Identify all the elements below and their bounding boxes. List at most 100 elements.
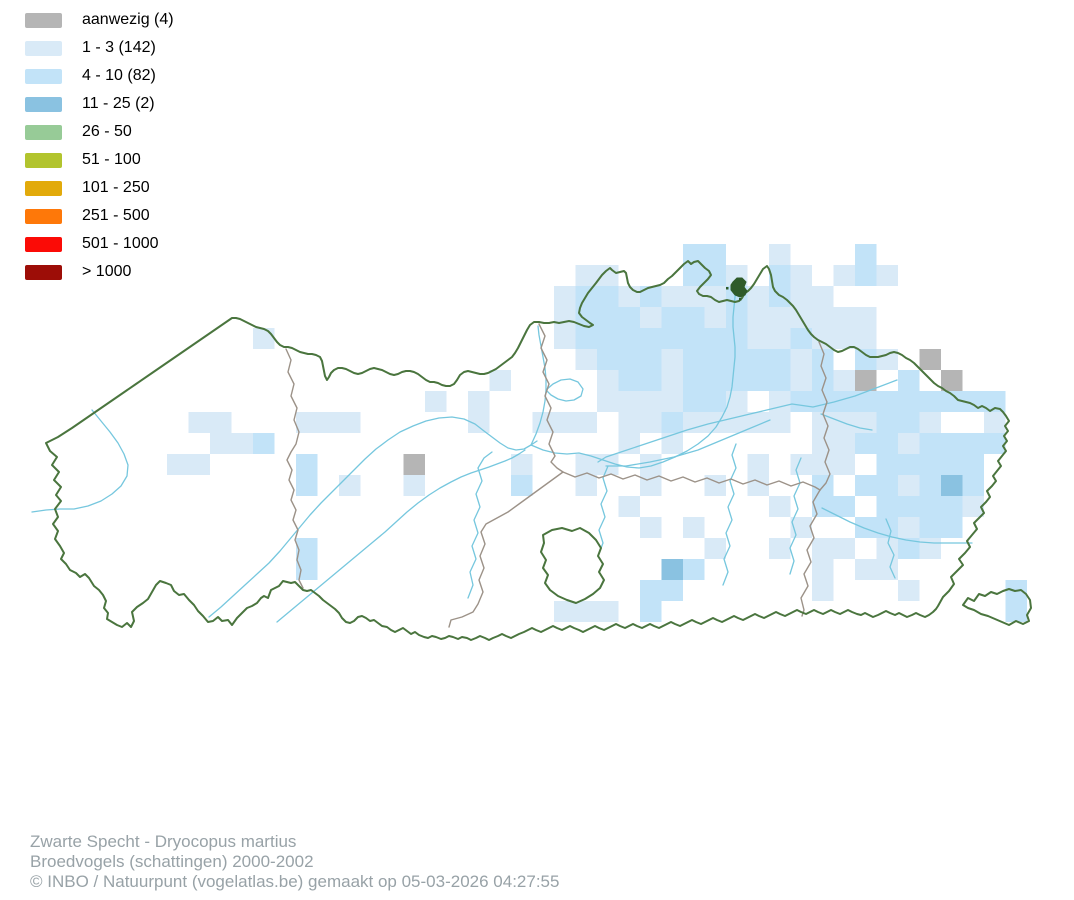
river-line xyxy=(722,443,737,586)
atlas-cell xyxy=(812,538,834,559)
atlas-cell xyxy=(640,454,662,475)
atlas-cell xyxy=(188,454,210,475)
legend-swatch xyxy=(25,68,62,84)
atlas-cell xyxy=(468,391,490,412)
river-line xyxy=(276,449,526,623)
atlas-cell xyxy=(812,391,834,412)
atlas-cell xyxy=(812,433,834,454)
legend-item-2: 4 - 10 (82) xyxy=(25,62,174,90)
legend-swatch xyxy=(25,180,62,196)
atlas-cell xyxy=(876,349,898,370)
province-border xyxy=(800,489,821,617)
river-line xyxy=(530,290,737,469)
river-line xyxy=(597,379,898,463)
atlas-cell xyxy=(941,475,963,496)
atlas-cell xyxy=(683,328,705,349)
atlas-cell xyxy=(640,475,662,496)
atlas-cell xyxy=(876,559,898,580)
atlas-cell xyxy=(188,412,210,433)
survey-subtitle: Broedvogels (schattingen) 2000-2002 xyxy=(30,852,314,871)
legend-item-9: > 1000 xyxy=(25,258,174,286)
atlas-cell xyxy=(769,391,791,412)
atlas-cell xyxy=(726,412,748,433)
atlas-cell xyxy=(532,412,554,433)
atlas-cell xyxy=(855,370,877,391)
atlas-cell xyxy=(898,517,920,538)
atlas-cell xyxy=(984,391,1006,412)
atlas-cell xyxy=(661,559,683,580)
atlas-cell xyxy=(726,349,748,370)
legend-item-label: > 1000 xyxy=(82,263,132,280)
atlas-cell xyxy=(812,454,834,475)
atlas-cell xyxy=(726,307,748,328)
atlas-cell xyxy=(876,391,898,412)
atlas-cell xyxy=(403,454,425,475)
atlas-cell xyxy=(618,391,640,412)
grid-cells-layer xyxy=(167,244,1027,622)
atlas-cell xyxy=(855,391,877,412)
legend-swatch xyxy=(25,264,62,280)
atlas-cell xyxy=(898,580,920,601)
atlas-cell xyxy=(962,475,984,496)
atlas-cell xyxy=(747,454,769,475)
atlas-cell xyxy=(790,370,812,391)
cells-range_11_25 xyxy=(661,475,963,580)
species-title: Zwarte Specht - Dryocopus martius xyxy=(30,832,297,851)
atlas-cell xyxy=(683,265,705,286)
atlas-cell xyxy=(661,307,683,328)
atlas-cell xyxy=(683,559,705,580)
atlas-cell xyxy=(597,328,619,349)
atlas-cell xyxy=(403,475,425,496)
atlas-cell xyxy=(425,391,447,412)
atlas-cell xyxy=(919,496,941,517)
river-line xyxy=(31,409,129,513)
atlas-cell xyxy=(769,538,791,559)
atlas-cell xyxy=(812,286,834,307)
river-line xyxy=(885,518,896,579)
atlas-cell xyxy=(683,412,705,433)
map-caption: Zwarte Specht - Dryocopus martius Broedv… xyxy=(30,832,559,892)
atlas-cell xyxy=(898,538,920,559)
atlas-cell xyxy=(575,601,597,622)
atlas-cell xyxy=(898,433,920,454)
legend-swatch xyxy=(25,236,62,252)
atlas-cell xyxy=(1005,601,1027,622)
legend: aanwezig (4) 1 - 3 (142) 4 - 10 (82) 11 - 2… xyxy=(25,6,174,286)
city-blob xyxy=(730,277,748,298)
atlas-cell xyxy=(704,538,726,559)
atlas-cell xyxy=(919,454,941,475)
atlas-cell xyxy=(618,433,640,454)
atlas-cell xyxy=(726,328,748,349)
atlas-cell xyxy=(640,286,662,307)
atlas-cell xyxy=(618,412,640,433)
legend-item-label: 1 - 3 (142) xyxy=(82,39,156,56)
city-mark-antwerp xyxy=(726,277,748,301)
atlas-cell xyxy=(855,307,877,328)
atlas-cell xyxy=(876,538,898,559)
atlas-cell xyxy=(554,307,576,328)
atlas-cell xyxy=(941,391,963,412)
atlas-cell xyxy=(919,412,941,433)
province-border xyxy=(448,471,564,628)
atlas-cell xyxy=(554,601,576,622)
atlas-cell xyxy=(704,370,726,391)
atlas-cell xyxy=(575,412,597,433)
atlas-cell xyxy=(661,286,683,307)
city-dot xyxy=(726,287,729,290)
atlas-cell xyxy=(618,286,640,307)
atlas-cell xyxy=(833,328,855,349)
atlas-cell xyxy=(812,580,834,601)
atlas-cell xyxy=(661,349,683,370)
atlas-cell xyxy=(941,454,963,475)
atlas-cell xyxy=(790,286,812,307)
atlas-cell xyxy=(661,580,683,601)
atlas-cell xyxy=(575,265,597,286)
atlas-cell xyxy=(941,370,963,391)
atlas-cell xyxy=(683,391,705,412)
atlas-cell xyxy=(597,307,619,328)
river-line xyxy=(789,457,802,575)
atlas-cell xyxy=(876,475,898,496)
atlas-cell xyxy=(898,475,920,496)
atlas-cell xyxy=(747,286,769,307)
